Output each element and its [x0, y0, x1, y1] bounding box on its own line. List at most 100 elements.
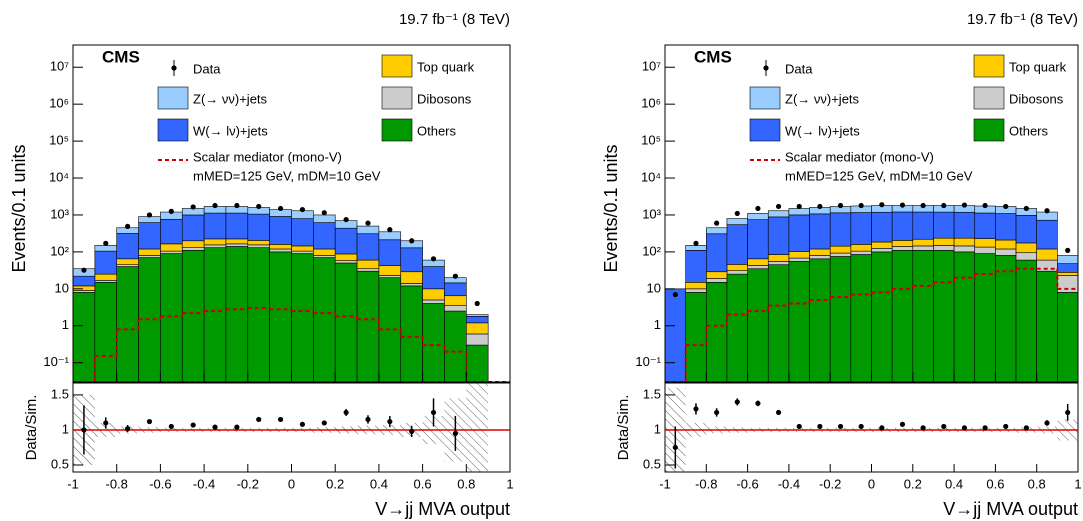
legend-swatch: [381, 118, 413, 142]
y-tick-label: 10⁷: [642, 59, 661, 74]
legend-label: Dibosons: [1009, 91, 1064, 106]
legend-label: Z(→ νν)+jets: [193, 91, 268, 106]
legend-label: Others: [1009, 123, 1049, 138]
x-tick-label: 0.2: [326, 476, 344, 491]
stack-bar: [160, 218, 183, 245]
x-tick-label: 0.4: [945, 476, 963, 491]
stack-bar: [767, 254, 790, 262]
data-point: [125, 223, 131, 230]
stack-bar: [891, 246, 914, 251]
y-tick-label: 10: [55, 280, 69, 295]
stack-bar: [313, 257, 336, 383]
ratio-point: [858, 423, 864, 430]
x-tick-label: -0.2: [237, 476, 259, 491]
ratio-y-tick-label: 1.5: [643, 386, 661, 401]
y-tick-label: 10²: [50, 243, 69, 258]
stack-bar: [871, 251, 893, 383]
x-tick-label: 0.6: [414, 476, 432, 491]
ratio-point: [941, 423, 947, 430]
stack-bar: [953, 237, 976, 247]
stack-bar: [1036, 248, 1058, 261]
stack-bar: [203, 212, 227, 240]
stack-bar: [726, 273, 748, 383]
stack-bar: [269, 248, 292, 253]
stack-bar: [116, 266, 139, 383]
y-tick-label: 10⁴: [641, 169, 661, 184]
x-tick-label: -0.6: [149, 476, 171, 491]
data-point: [941, 202, 947, 209]
data-point: [734, 210, 740, 217]
stack-bar: [247, 213, 270, 241]
stack-bar: [809, 258, 831, 383]
stack-bar: [72, 292, 96, 383]
ratio-point: [734, 399, 740, 405]
data-point: [1003, 203, 1009, 210]
stack-bar: [809, 248, 831, 256]
stack-bar: [933, 250, 955, 383]
stack-bar: [685, 288, 707, 293]
y-tick-label: 10⁻¹: [635, 354, 661, 369]
stack-bar: [356, 259, 380, 270]
stack-bar: [664, 288, 686, 383]
x-tick-label: -1: [67, 476, 79, 491]
stack-bar: [247, 244, 270, 248]
data-point: [190, 204, 196, 210]
stack-bar: [400, 283, 423, 287]
stack-bar: [116, 233, 139, 260]
stack-bar: [726, 218, 748, 225]
stack-bar: [705, 271, 728, 279]
x-tick-label: 0.2: [904, 476, 922, 491]
stack-bar: [378, 239, 402, 266]
stack-bar: [94, 282, 117, 383]
stack-bar: [974, 246, 996, 254]
stack-bar: [726, 224, 748, 265]
stack-bar: [1015, 252, 1037, 261]
ratio-y-label: Data/Sim.: [23, 395, 40, 461]
ratio-point: [899, 421, 906, 427]
stack-bar: [334, 253, 358, 261]
data-point: [256, 203, 262, 210]
stack-bar: [995, 248, 1017, 256]
ratio-point: [343, 409, 349, 416]
data-point: [103, 240, 109, 246]
data-point: [982, 202, 988, 209]
y-tick-label: 10⁻¹: [43, 354, 69, 369]
stack-bar: [465, 344, 489, 383]
stack-bar: [291, 218, 314, 247]
stack-bar: [444, 310, 467, 383]
uncertainty-band: [466, 383, 489, 472]
ratio-point: [321, 420, 327, 426]
stack-bar: [378, 275, 402, 279]
stack-bar: [705, 278, 728, 283]
stack-bar: [850, 254, 872, 383]
ratio-point: [796, 423, 802, 430]
stack-bar: [871, 241, 893, 249]
ratio-point: [103, 420, 109, 426]
stack-bar: [465, 316, 489, 324]
stack-bar: [933, 237, 955, 246]
data-point: [775, 203, 782, 210]
stack-bar: [422, 303, 445, 383]
stack-bar: [94, 273, 117, 281]
data-point: [879, 202, 885, 208]
stack-bar: [465, 333, 489, 346]
ratio-point: [775, 409, 782, 416]
y-tick-label: 10⁶: [641, 96, 661, 111]
stack-bar: [1036, 270, 1058, 383]
y-tick-label: 10³: [50, 206, 69, 221]
x-tick-label: -0.8: [105, 476, 127, 491]
legend-swatch: [973, 86, 1005, 110]
ratio-point: [81, 427, 87, 433]
stack-bar: [705, 233, 728, 273]
stack-bar: [181, 250, 205, 383]
stack-bar: [829, 256, 852, 383]
ratio-point: [961, 425, 968, 431]
stack-bar: [788, 257, 810, 262]
stack-bar: [225, 212, 249, 240]
y-tick-label: 10⁴: [49, 169, 69, 184]
data-point: [1065, 247, 1071, 253]
ratio-point: [672, 444, 678, 451]
cms-label: CMS: [694, 47, 732, 66]
y-tick-label: 1: [62, 317, 69, 332]
